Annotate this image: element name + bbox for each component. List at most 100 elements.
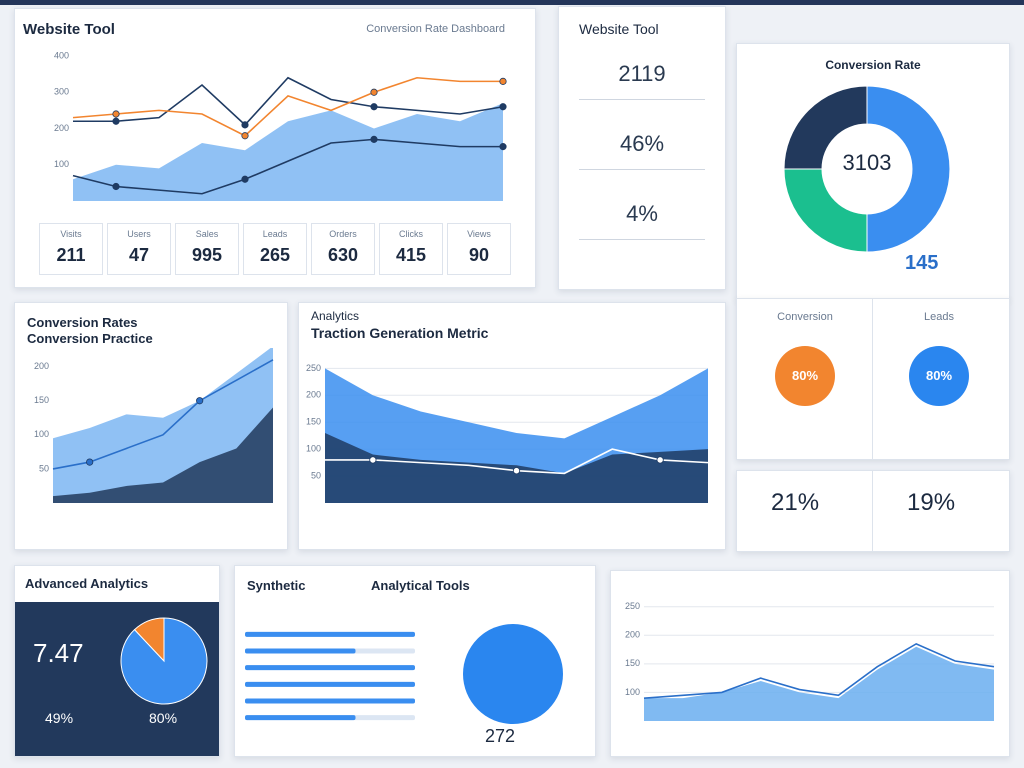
kpi-box: Sales 995 xyxy=(175,223,239,275)
kpi-value: 265 xyxy=(259,245,291,265)
marker xyxy=(656,456,664,464)
kpi-label: Visits xyxy=(60,229,82,239)
overview-panel: Website Tool Conversion Rate Dashboard 1… xyxy=(14,8,536,288)
y-tick-label: 200 xyxy=(34,361,49,371)
stat: 46% xyxy=(579,131,705,170)
marker xyxy=(86,458,94,466)
bar xyxy=(245,665,415,671)
donut-chart xyxy=(783,85,951,253)
marker xyxy=(112,110,120,118)
kpi-label: Leads xyxy=(262,229,288,239)
rates-chart-panel: Conversion Rates Conversion Practice 50 1… xyxy=(14,302,288,550)
y-tick-label: 250 xyxy=(306,363,321,373)
panel-subtitle: Conversion Rate Dashboard xyxy=(366,23,505,35)
rate: 19% xyxy=(907,489,956,516)
marker xyxy=(369,456,377,464)
traction-chart: 50 100 150 200 250 xyxy=(306,363,709,503)
y-tick-label: 150 xyxy=(625,658,640,668)
ring: 80% xyxy=(775,346,835,406)
rings-panel: Conversion 80% Leads 80% xyxy=(736,298,1010,460)
tools-panel: Synthetic Analytical Tools 272 xyxy=(234,565,596,757)
panel-subtitle: Analytical Tools xyxy=(371,578,470,593)
donut-panel: Conversion Rate 3103 145 xyxy=(736,43,1010,300)
stats-panel: Website Tool 2119 46% 4% xyxy=(558,6,726,290)
area xyxy=(53,407,273,503)
top-bar xyxy=(0,0,1024,5)
kpi-box: Visits 211 xyxy=(39,223,103,275)
kpi-value: 47 xyxy=(128,245,150,265)
donut-center: 3103 xyxy=(842,150,892,175)
y-tick-label: 100 xyxy=(306,444,321,454)
value: 272 xyxy=(485,726,516,746)
ring: 80% xyxy=(909,346,969,406)
bar xyxy=(245,715,356,721)
donut-hole xyxy=(822,124,912,214)
marker xyxy=(499,143,507,151)
bar xyxy=(245,631,415,637)
y-tick-label: 100 xyxy=(54,159,69,169)
rates-chart: 50 100 150 200 xyxy=(34,348,274,503)
panel-subtitle: Conversion Practice xyxy=(27,331,153,346)
panel-title: Conversion Rates xyxy=(27,315,138,330)
kpi-value: 211 xyxy=(56,245,86,265)
y-tick-label: 200 xyxy=(54,123,69,133)
kpi-box: Views 90 xyxy=(447,223,511,275)
kpi-label: Users xyxy=(127,229,151,239)
slice xyxy=(133,617,165,663)
kpi-label: Views xyxy=(467,229,491,239)
rates-panel: 21% 19% xyxy=(736,470,1010,552)
traction-panel: Analytics Traction Generation Metric 50 1… xyxy=(298,302,726,550)
stat: 4% xyxy=(579,201,705,240)
line xyxy=(72,138,503,195)
bar xyxy=(245,681,415,687)
ring-label: Leads xyxy=(924,311,954,323)
y-tick-label: 250 xyxy=(625,601,640,611)
advanced-panel: Advanced Analytics 7.47 49% 80% xyxy=(14,565,220,757)
stat: 80% xyxy=(149,710,178,726)
marker xyxy=(370,135,378,143)
kpi-label: Orders xyxy=(329,229,357,239)
area xyxy=(73,103,503,201)
kpi-value: 415 xyxy=(395,245,427,265)
bar xyxy=(245,648,356,654)
panel-title: Website Tool xyxy=(23,21,115,38)
panel-title: Advanced Analytics xyxy=(25,576,149,591)
marker xyxy=(499,103,507,111)
total: 145 xyxy=(905,252,939,274)
divider xyxy=(872,471,873,551)
y-tick-label: 100 xyxy=(625,687,640,697)
marker xyxy=(112,117,120,125)
y-tick-label: 200 xyxy=(306,390,321,400)
marker xyxy=(241,121,249,129)
line xyxy=(73,76,504,127)
marker xyxy=(370,103,378,111)
y-tick-label: 200 xyxy=(625,630,640,640)
marker xyxy=(112,182,120,191)
stat: 2119 xyxy=(579,61,705,100)
y-tick-label: 150 xyxy=(306,417,321,427)
kpi-box: Clicks 415 xyxy=(379,223,443,275)
panel-title: Synthetic xyxy=(247,578,306,593)
y-tick-label: 150 xyxy=(34,395,49,405)
rate: 21% xyxy=(771,489,820,516)
kpi-value: 630 xyxy=(327,245,359,265)
kpi-value: 90 xyxy=(468,245,490,265)
panel-subtitle: Traction Generation Metric xyxy=(311,325,489,341)
kpi-value: 995 xyxy=(191,245,223,265)
divider xyxy=(872,299,873,459)
line xyxy=(643,642,995,699)
bar xyxy=(245,698,415,704)
marker xyxy=(499,77,507,85)
kpi-label: Sales xyxy=(195,229,219,239)
value: 7.47 xyxy=(33,638,84,668)
panel-title: Analytics xyxy=(311,309,360,323)
stat: 49% xyxy=(45,710,74,726)
ring-label: Conversion xyxy=(777,311,833,323)
marker xyxy=(196,397,204,405)
panel-title: Conversion Rate xyxy=(825,58,921,72)
kpi-box: Orders 630 xyxy=(311,223,375,275)
y-tick-label: 50 xyxy=(39,463,49,473)
pie-chart xyxy=(120,617,208,705)
y-tick-label: 100 xyxy=(34,429,49,439)
